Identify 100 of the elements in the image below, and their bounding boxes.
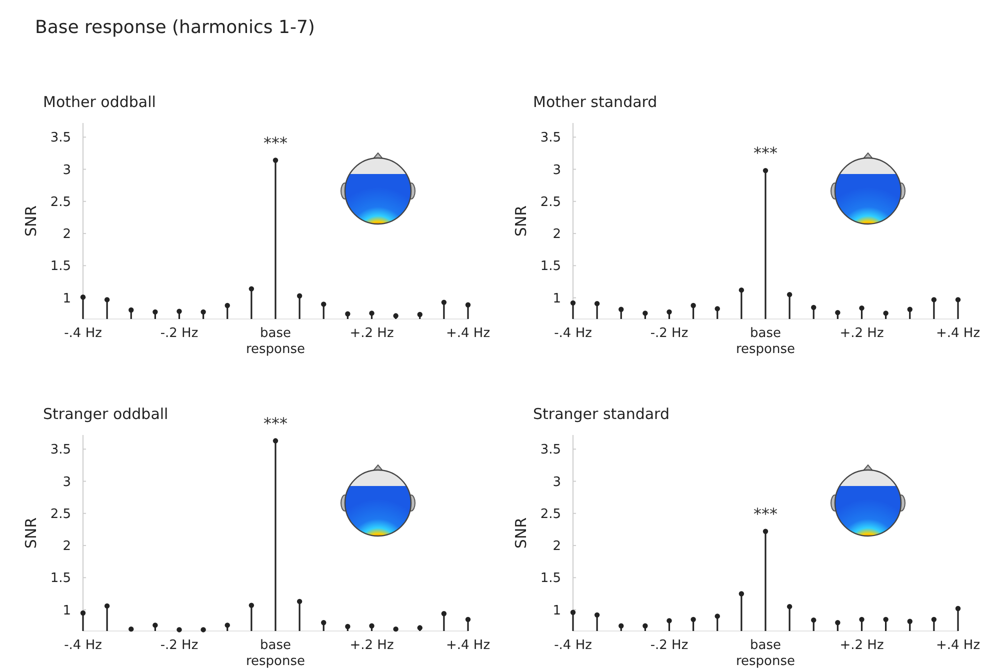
point [152,622,158,628]
point [345,624,350,630]
point [248,286,254,292]
y-tick-label: 1.5 [50,259,71,274]
x-tick-label: -.2 Hz [160,638,198,653]
point [955,297,961,302]
x-tick-label: base response [246,326,306,357]
point [128,626,134,632]
y-tick-label: 3.5 [50,442,71,458]
y-tick-label: 1 [62,291,71,306]
point [907,618,912,624]
x-tick-label: +.4 Hz [936,638,980,653]
point [835,620,840,626]
point [714,306,720,312]
point [762,168,768,174]
point [859,305,864,311]
chart-title: Stranger oddball [43,405,168,423]
x-tick-label: -.4 Hz [554,638,592,653]
y-tick-label: 2.5 [50,506,71,522]
point [393,626,398,632]
point [762,528,768,534]
chart-title: Mother standard [533,93,658,111]
x-tick-label: -.2 Hz [650,638,688,653]
point [714,614,720,619]
point [152,309,158,315]
point [441,611,447,616]
point [570,300,576,306]
x-tick-label: -.4 Hz [64,638,102,653]
x-tick-label: +.2 Hz [350,326,394,341]
point [393,313,398,318]
point [786,604,792,610]
point [104,603,110,609]
y-tick-label: 3 [552,474,561,490]
point [128,307,134,313]
point [224,302,230,308]
y-tick-label: 2.5 [50,194,71,210]
point [441,300,447,305]
point [931,616,937,622]
point [738,591,744,596]
point [321,620,326,626]
y-tick-label: 3.5 [540,130,561,146]
chart-title: Mother oddball [43,93,156,111]
point [883,616,888,622]
point [618,306,624,312]
point [200,309,206,315]
y-tick-label: 1.5 [540,571,561,586]
y-tick-label: 3 [62,162,71,178]
y-tick-label: 1.5 [50,571,71,586]
y-tick-label: 2.5 [540,194,561,210]
y-tick-label: 1 [552,291,561,306]
x-tick-label: +.4 Hz [446,638,490,653]
point [272,158,278,163]
x-tick-label: base response [736,638,796,669]
point [417,312,422,318]
y-tick-label: 2 [62,227,71,242]
point [666,309,672,315]
point [690,616,696,622]
y-tick-label: 3 [62,474,71,490]
point [176,627,182,632]
y-tick-label: 1.5 [540,259,561,274]
x-tick-label: +.4 Hz [446,326,490,341]
point [642,310,648,316]
x-tick-label: -.4 Hz [554,326,592,341]
y-tick-label: 1 [62,603,71,618]
point [786,292,792,298]
y-tick-label: 3 [552,162,561,178]
point [200,627,206,632]
point [176,308,182,314]
point [666,618,672,624]
annotation: *** [754,504,778,524]
point [618,623,624,628]
y-tick-label: 1 [552,603,561,618]
x-tick-label: +.4 Hz [936,326,980,341]
x-tick-label: base response [736,326,796,357]
point [296,598,302,604]
point [955,606,961,612]
x-tick-label: +.2 Hz [840,638,884,653]
point [883,310,888,316]
x-tick-label: base response [246,638,306,669]
point [642,623,648,628]
y-axis-title: SNR [22,517,40,549]
y-axis-title: SNR [22,205,40,237]
point [465,302,471,308]
point [931,297,937,302]
y-tick-label: 2.5 [540,506,561,522]
point [417,625,422,630]
point [104,297,110,302]
point [465,616,471,622]
y-tick-label: 3.5 [540,442,561,458]
point [80,610,86,616]
point [369,623,374,628]
annotation: *** [754,144,778,163]
point [835,310,840,316]
point [345,311,350,316]
point [690,302,696,308]
annotation: *** [264,133,288,152]
point [248,602,254,608]
text: *** [264,414,288,433]
x-tick-label: -.4 Hz [64,326,102,341]
y-tick-label: 2 [552,539,561,554]
